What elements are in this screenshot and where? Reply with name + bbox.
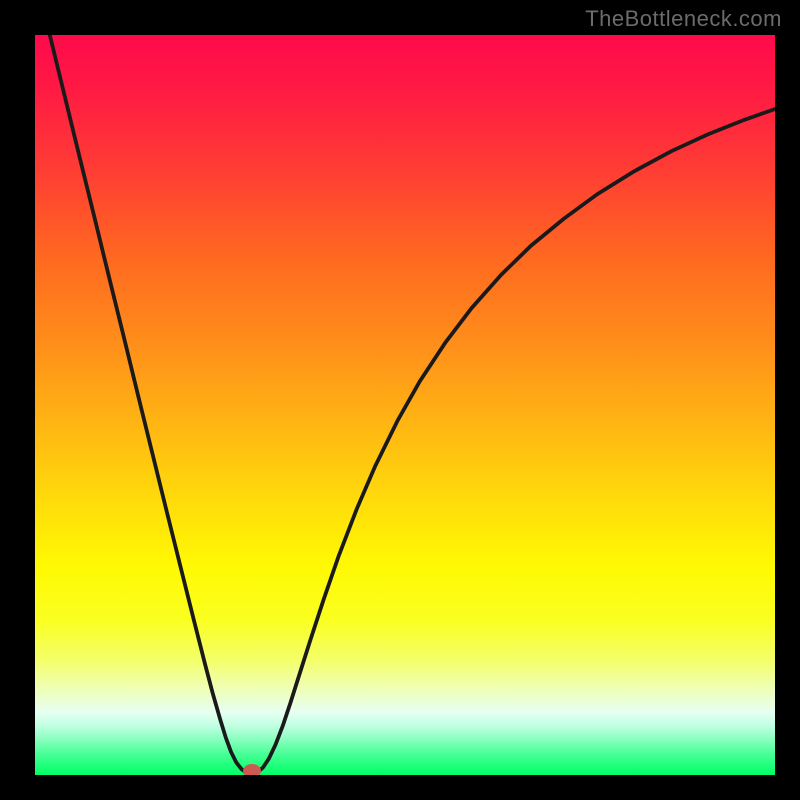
gradient-background xyxy=(35,35,775,775)
frame-left xyxy=(0,0,35,800)
optimum-marker xyxy=(243,764,261,775)
plot-area xyxy=(35,35,775,775)
frame-bottom xyxy=(0,775,800,800)
frame-right xyxy=(775,0,800,800)
watermark-text: TheBottleneck.com xyxy=(585,6,782,32)
